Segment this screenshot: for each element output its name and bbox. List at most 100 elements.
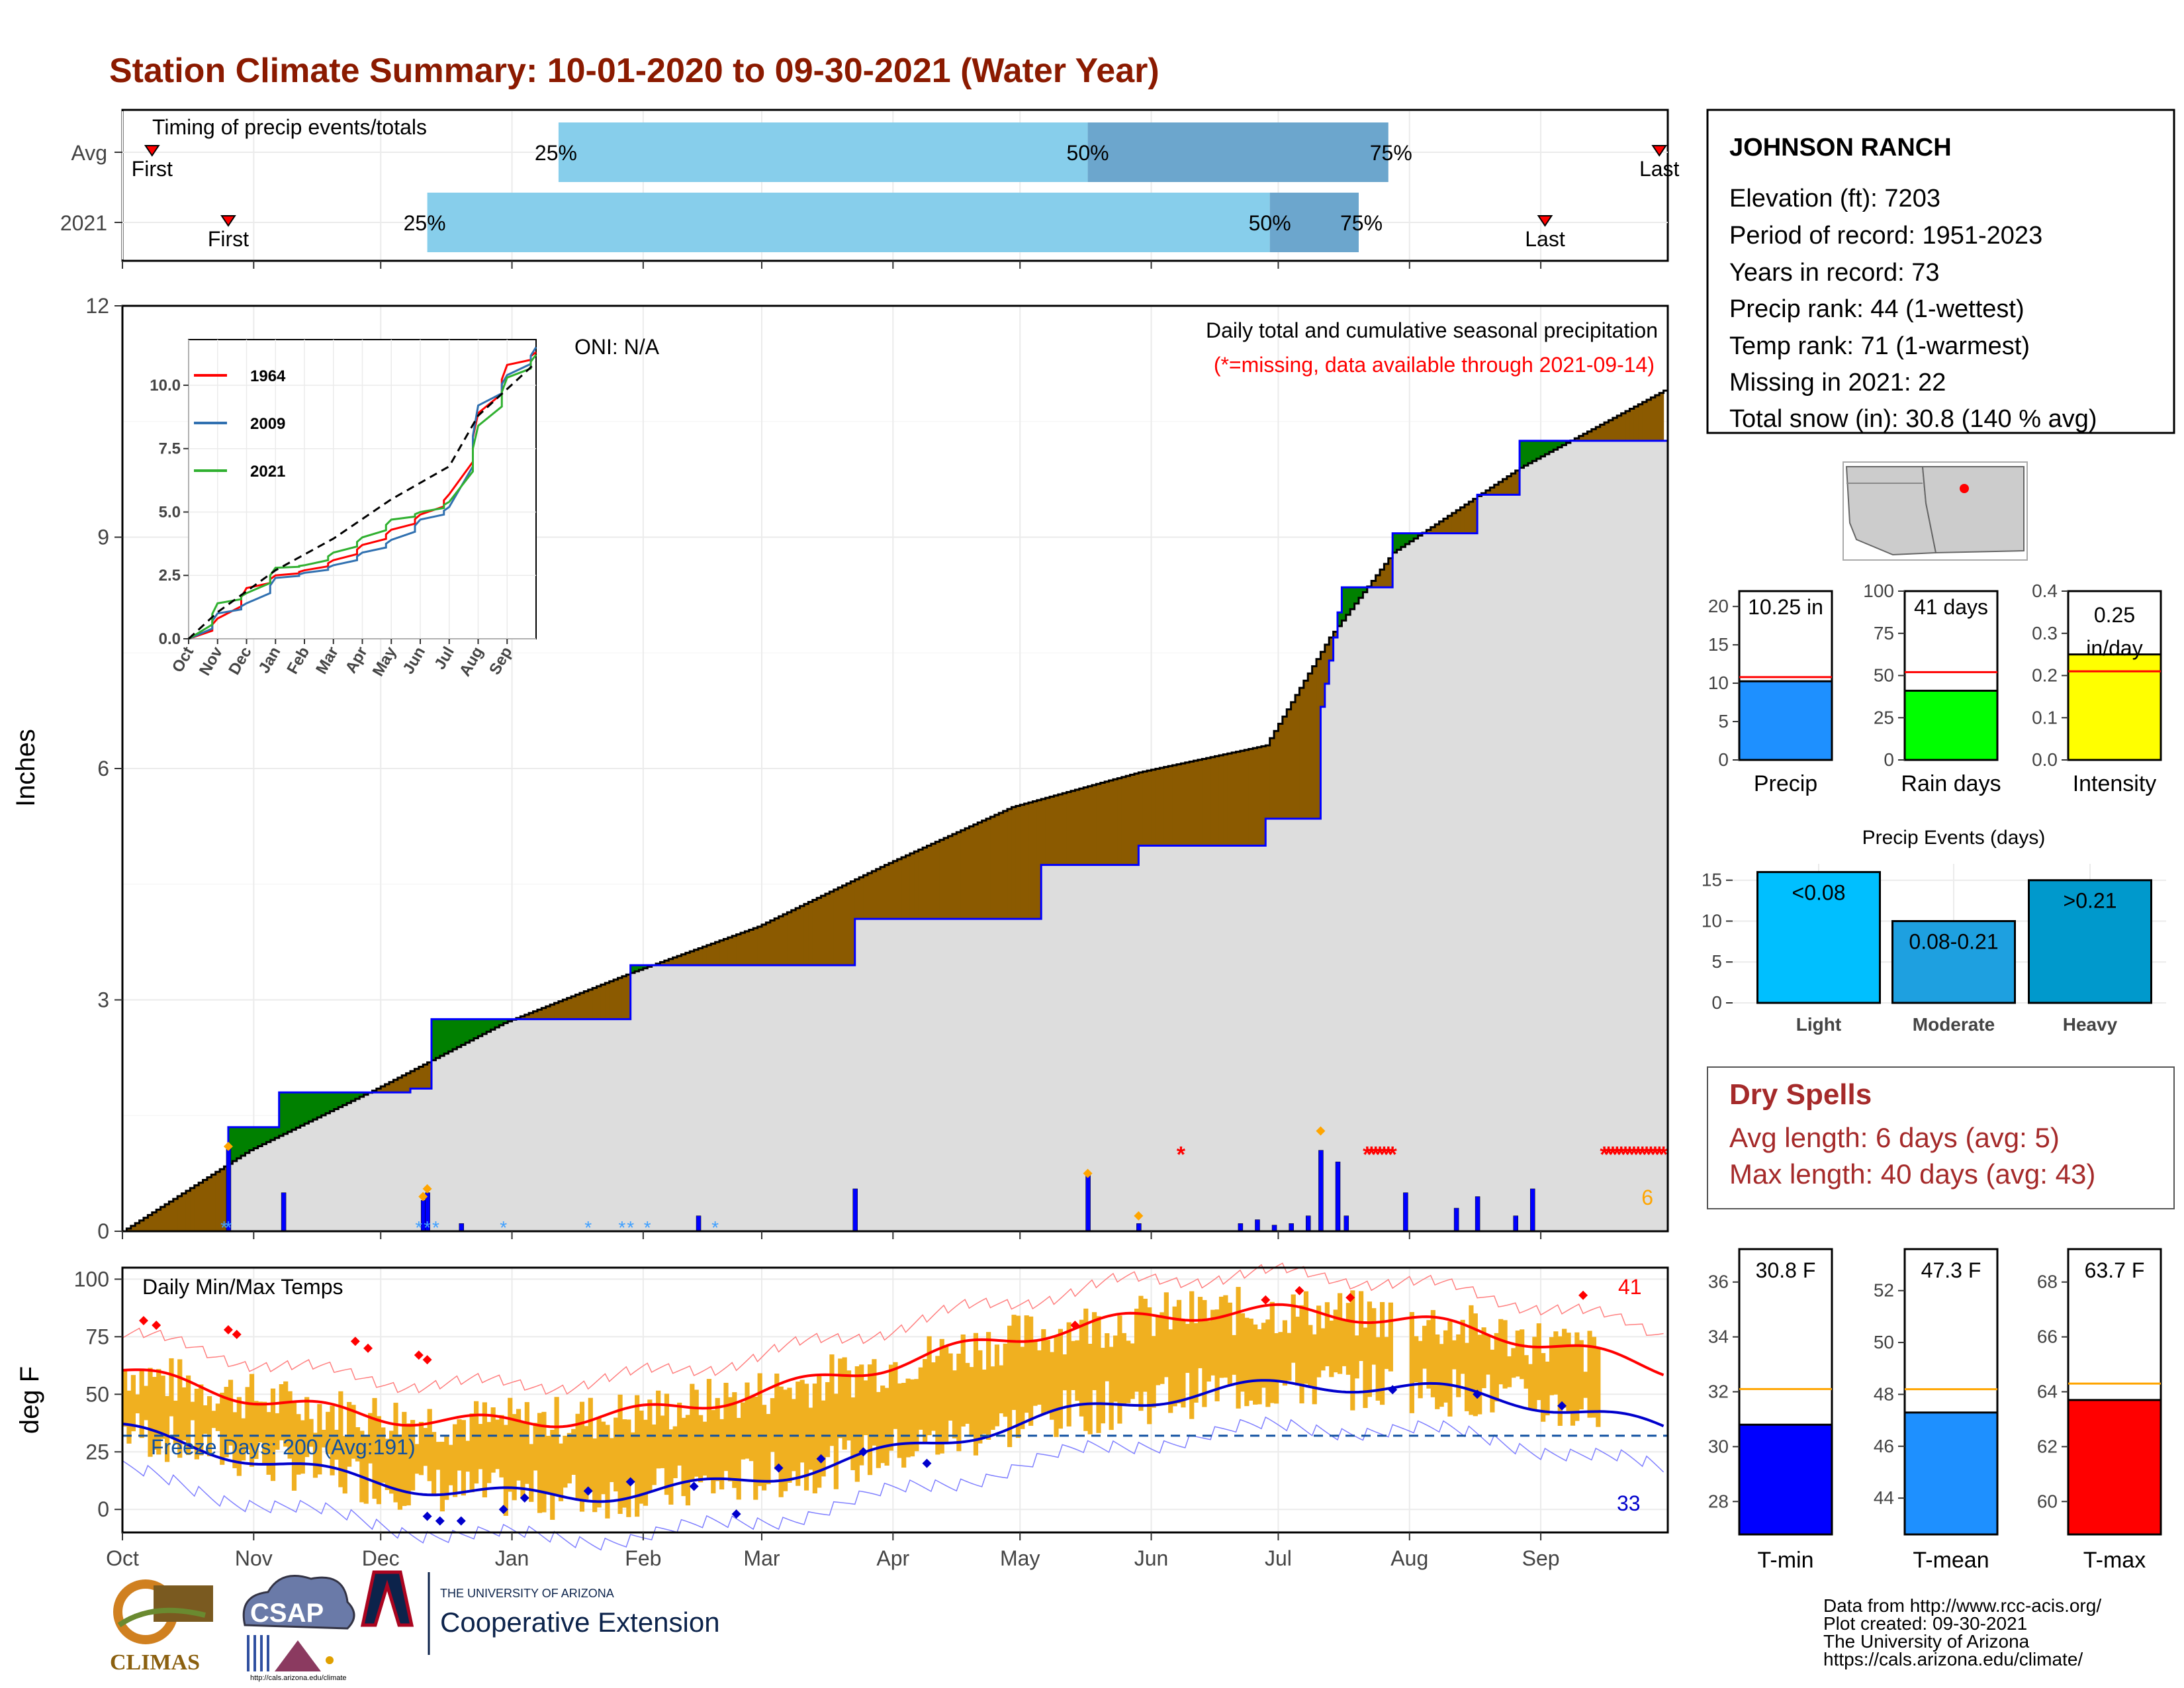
inset-ytick-label: 2.5 — [159, 567, 181, 585]
precip-daily-bar — [1305, 1215, 1311, 1232]
precip-ytick-label: 3 — [97, 988, 109, 1012]
mini-bar-value — [1903, 689, 1999, 761]
precip-deficit-segment — [1388, 558, 1393, 588]
temp-record-high-line — [122, 1262, 1664, 1395]
precip-deficit-segment — [550, 1004, 555, 1019]
temp-daily-bar — [1113, 1335, 1118, 1402]
precip-deficit-segment — [931, 843, 936, 919]
precip-surplus-segment — [1553, 440, 1559, 450]
temp-daily-bar — [1557, 1336, 1563, 1426]
precip-deficit-segment — [520, 1016, 525, 1019]
temp-daily-bar — [435, 1442, 441, 1470]
temp-daily-bar — [575, 1413, 580, 1501]
temp-daily-bar — [774, 1374, 780, 1470]
temp-count-high: 41 — [1618, 1275, 1642, 1299]
missing-day-marker: * — [1634, 1143, 1643, 1168]
temp-daily-bar — [931, 1362, 936, 1431]
temp-daily-bar — [635, 1395, 640, 1517]
temp-daily-bar — [554, 1397, 559, 1495]
temp-daily-bar — [614, 1417, 619, 1492]
precip-deficit-segment — [782, 914, 788, 966]
precip-deficit-segment — [1218, 755, 1224, 846]
precip-deficit-segment — [135, 1223, 140, 1231]
ua-bottom-text: Cooperative Extension — [440, 1607, 720, 1638]
temp-daily-bar — [1338, 1293, 1343, 1374]
temp-daily-bar — [1511, 1348, 1516, 1378]
footer-line-3: The University of Arizona — [1823, 1631, 2030, 1652]
precip-deficit-segment — [1011, 807, 1017, 919]
temp-daily-bar — [685, 1415, 691, 1506]
temp-daily-bar — [224, 1387, 229, 1458]
precip-surplus-segment — [461, 1019, 466, 1045]
temp-daily-bar — [803, 1383, 809, 1491]
timing-row-label-2021: 2021 — [60, 211, 107, 235]
temp-daily-bar — [444, 1436, 449, 1500]
timing-first-marker — [220, 215, 236, 227]
temp-daily-bar — [1469, 1305, 1474, 1415]
precip-surplus-segment — [435, 1019, 441, 1058]
temp-daily-bar — [291, 1401, 297, 1491]
temp-daily-bar — [385, 1438, 390, 1490]
precip-deficit-segment — [1291, 702, 1296, 819]
precip-deficit-segment — [194, 1185, 199, 1231]
precip-deficit-segment — [803, 904, 809, 966]
dry-spells-title: Dry Spells — [1729, 1078, 1872, 1111]
precip-surplus-segment — [351, 1092, 356, 1102]
precip-surplus-segment — [478, 1019, 483, 1037]
temp-daily-bar — [211, 1411, 216, 1429]
temp-daily-bar — [283, 1381, 289, 1447]
precip-deficit-segment — [423, 1064, 428, 1089]
temp-daily-bar — [1443, 1330, 1449, 1403]
temp-daily-bar — [1477, 1335, 1482, 1415]
missing-day-marker: * — [1621, 1143, 1630, 1168]
precip-deficit-segment — [799, 906, 805, 966]
precip-deficit-segment — [160, 1207, 165, 1231]
precip-deficit-segment — [1659, 393, 1664, 441]
events-category-label: Moderate — [1913, 1014, 1995, 1035]
missing-day-marker: * — [1613, 1143, 1622, 1168]
precip-deficit-segment — [545, 1006, 551, 1019]
temp-daily-bar — [715, 1397, 720, 1481]
temp-bar-ytick-label: 28 — [1708, 1491, 1729, 1511]
precip-surplus-segment — [342, 1092, 347, 1105]
temp-daily-bar — [1020, 1346, 1025, 1429]
temp-daily-bar — [770, 1398, 775, 1452]
temp-daily-bar — [626, 1419, 631, 1517]
temp-daily-bar — [397, 1434, 403, 1510]
missing-day-marker: * — [1177, 1143, 1186, 1168]
temp-daily-bar — [1574, 1332, 1580, 1421]
precip-deficit-segment — [1142, 771, 1148, 846]
missing-day-marker: * — [1367, 1143, 1377, 1168]
mini-bar-ytick-label: 0.4 — [2032, 581, 2058, 601]
record-high-marker — [422, 1355, 432, 1365]
temp-daily-bar — [203, 1405, 208, 1434]
record-high-marker — [232, 1329, 242, 1339]
month-label: Nov — [235, 1546, 273, 1570]
temp-daily-bar — [909, 1379, 915, 1457]
temp-panel: 0 25 50 75 100 Oct Nov Dec Jan Feb Mar Apr May Jun Ju… — [15, 1262, 1669, 1570]
precip-daily-bar — [1530, 1188, 1535, 1232]
inset-ytick-label: 0.0 — [159, 630, 181, 648]
precip-surplus-segment — [312, 1092, 318, 1120]
record-low-marker — [816, 1454, 826, 1464]
dry-spells-avg: Avg length: 6 days (avg: 5) — [1729, 1122, 2060, 1153]
snow-day-marker: * — [584, 1217, 592, 1238]
precip-deficit-segment — [575, 994, 580, 1019]
precip-deficit-segment — [702, 947, 707, 966]
precip-surplus-segment — [347, 1092, 352, 1103]
temp-daily-bar — [190, 1401, 195, 1421]
temp-daily-bar — [719, 1419, 725, 1490]
record-low-marker — [435, 1516, 445, 1526]
precip-deficit-segment — [774, 918, 780, 966]
precip-surplus-segment — [1520, 440, 1525, 468]
precip-deficit-segment — [1024, 804, 1029, 919]
missing-day-marker: * — [1642, 1143, 1651, 1168]
timing-label-50: 50% — [1249, 211, 1291, 235]
events-ytick-label: 0 — [1711, 992, 1722, 1013]
temp-daily-bar — [1062, 1354, 1068, 1391]
temp-daily-bar — [355, 1427, 361, 1462]
temp-daily-bar — [969, 1367, 974, 1437]
temp-daily-bar — [1456, 1334, 1461, 1397]
temp-daily-bar — [1345, 1303, 1351, 1375]
